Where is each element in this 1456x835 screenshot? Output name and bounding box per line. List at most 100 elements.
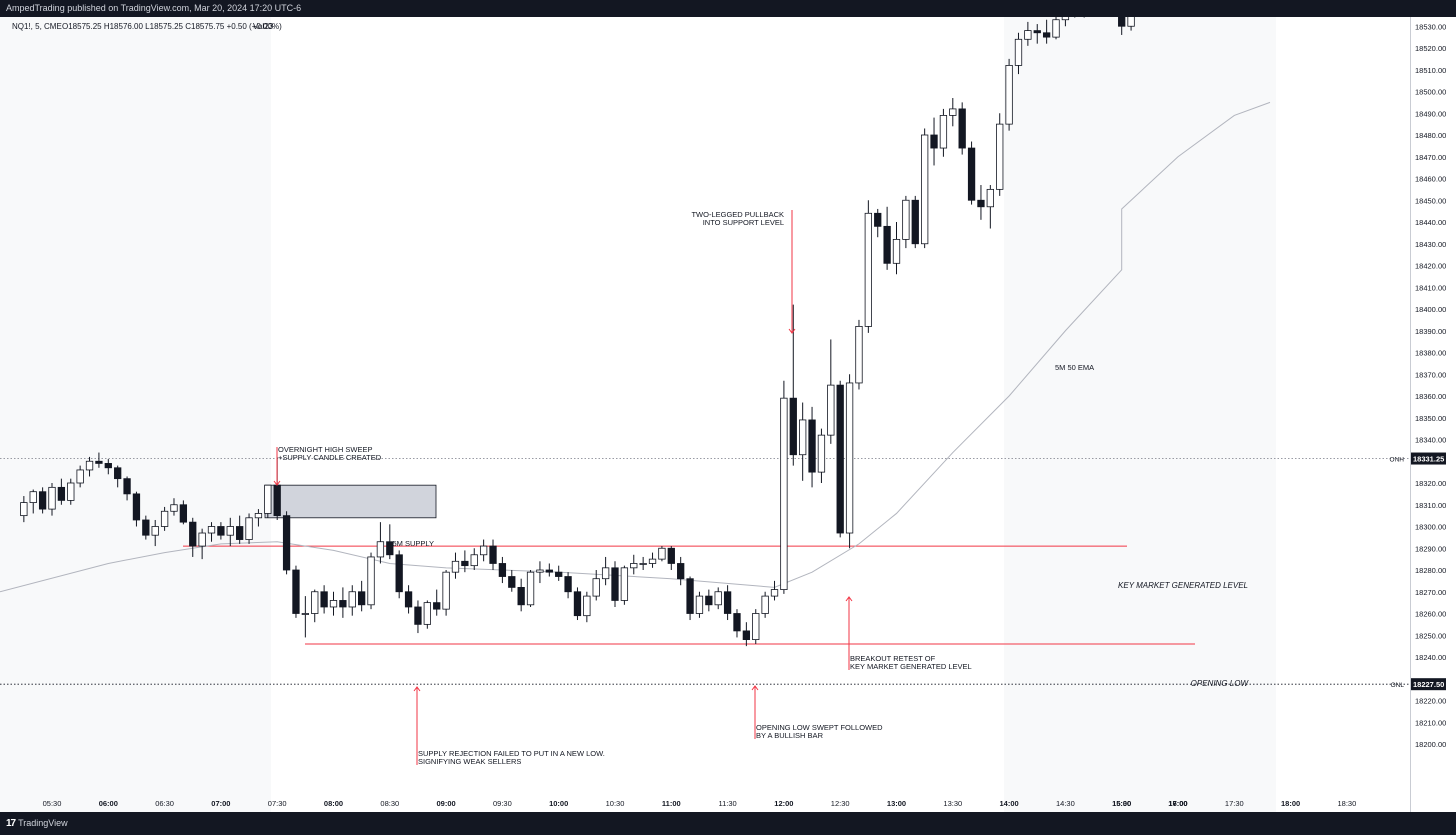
tradingview-logo[interactable]: 17 TradingView bbox=[6, 812, 68, 835]
y-tick-label: 18390.00 bbox=[1415, 327, 1446, 336]
candle bbox=[114, 465, 122, 488]
candle bbox=[658, 546, 666, 562]
candle bbox=[376, 522, 385, 564]
candle-body bbox=[855, 325, 863, 384]
candle-body bbox=[38, 491, 47, 510]
opening-low-label: OPENING LOW bbox=[1191, 679, 1250, 688]
candle-body bbox=[404, 591, 413, 608]
y-tick-label: 18520.00 bbox=[1415, 44, 1446, 53]
brand-name: TradingView bbox=[18, 818, 68, 828]
candle bbox=[1118, 17, 1126, 35]
candle bbox=[423, 600, 431, 629]
candle-body bbox=[395, 554, 403, 593]
annotations-layer: OVERNIGHT HIGH SWEEP+SUPPLY CANDLE CREAT… bbox=[273, 210, 1250, 766]
candle bbox=[282, 511, 291, 575]
candle bbox=[508, 570, 516, 592]
candle-body bbox=[123, 478, 131, 495]
candle bbox=[677, 556, 685, 586]
candle-body bbox=[864, 212, 872, 327]
opening-low-swept-label-line1: OPENING LOW SWEPT FOLLOWED bbox=[756, 723, 883, 732]
candle bbox=[808, 406, 816, 488]
candle bbox=[1042, 19, 1051, 44]
candle-body bbox=[414, 606, 422, 625]
candle-body bbox=[132, 493, 141, 521]
candle-body bbox=[949, 108, 957, 116]
candle bbox=[836, 380, 844, 538]
candle-body bbox=[67, 482, 75, 501]
legend-symbol: NQ1!, 5, CME bbox=[12, 22, 62, 31]
candle bbox=[686, 576, 694, 621]
candle bbox=[799, 402, 807, 481]
candle-body bbox=[170, 504, 178, 512]
y-tick-label: 18250.00 bbox=[1415, 631, 1446, 640]
candle bbox=[761, 591, 769, 618]
candle-body bbox=[461, 560, 469, 567]
candle bbox=[780, 380, 788, 594]
x-tick-label: 07:30 bbox=[268, 799, 287, 808]
candle bbox=[1127, 17, 1135, 31]
candle bbox=[921, 128, 929, 249]
candle-body bbox=[311, 591, 319, 614]
y-axis-ticks: 18540.0018530.0018520.0018510.0018500.00… bbox=[1390, 22, 1447, 749]
candle bbox=[442, 570, 450, 616]
y-tick-label: 18500.00 bbox=[1415, 88, 1446, 97]
candle bbox=[583, 591, 591, 623]
candle bbox=[498, 556, 507, 584]
candle bbox=[733, 609, 741, 638]
candle-body bbox=[1052, 19, 1060, 38]
breakout-retest-label-line1: BREAKOUT RETEST OF bbox=[850, 654, 936, 663]
candle bbox=[789, 304, 797, 466]
candle-body bbox=[902, 199, 910, 240]
candle-body bbox=[207, 526, 216, 534]
tradingview-logo-icon: 17 bbox=[6, 818, 16, 829]
candle-body bbox=[142, 519, 150, 536]
candle bbox=[695, 591, 704, 618]
candle-body bbox=[620, 567, 629, 601]
candle bbox=[996, 113, 1004, 196]
candle-body bbox=[1061, 17, 1070, 21]
candle bbox=[555, 565, 563, 581]
candle bbox=[1052, 17, 1060, 40]
footer-bar: 17 TradingView bbox=[0, 812, 1456, 835]
candle-body bbox=[836, 384, 844, 534]
candle-body bbox=[564, 576, 572, 593]
candle bbox=[254, 509, 263, 527]
candle-body bbox=[226, 526, 234, 536]
supply-rejection-label-line2: SIGNIFYING WEAK SELLERS bbox=[418, 757, 521, 766]
candle-body bbox=[442, 571, 450, 610]
candle-body bbox=[977, 199, 985, 208]
candle bbox=[545, 563, 553, 577]
candle bbox=[986, 185, 994, 229]
x-tick-label: 13:00 bbox=[887, 799, 906, 808]
x-tick-label: 18:00 bbox=[1281, 799, 1300, 808]
candle bbox=[639, 556, 647, 570]
candle-body bbox=[667, 547, 675, 564]
pullback-label-line2: INTO SUPPORT LEVEL bbox=[703, 218, 784, 227]
candle bbox=[723, 585, 732, 621]
supply-rejection-label-line1: SUPPLY REJECTION FAILED TO PUT IN A NEW … bbox=[418, 749, 605, 758]
candle-body bbox=[245, 517, 253, 540]
x-tick-label: 08:30 bbox=[380, 799, 399, 808]
candle-body bbox=[827, 384, 835, 436]
candle-body bbox=[357, 591, 366, 606]
y-tick-label: 18510.00 bbox=[1415, 66, 1446, 75]
y-tick-label: 18450.00 bbox=[1415, 196, 1446, 205]
candle bbox=[57, 478, 66, 505]
candle-body bbox=[996, 123, 1004, 190]
candle-body bbox=[630, 563, 638, 569]
candle-body bbox=[592, 578, 600, 597]
candle bbox=[104, 459, 112, 475]
y-tick-label: 18490.00 bbox=[1415, 109, 1446, 118]
candle bbox=[329, 591, 338, 616]
candle-body bbox=[301, 613, 310, 615]
y-tick-label: 18470.00 bbox=[1415, 153, 1446, 162]
x-tick-label: 08:00 bbox=[324, 799, 343, 808]
x-tick-label: 10:30 bbox=[606, 799, 625, 808]
candle bbox=[67, 478, 75, 505]
candle bbox=[752, 609, 760, 644]
candle bbox=[29, 489, 37, 514]
candle bbox=[170, 498, 178, 516]
candle-body bbox=[1118, 17, 1126, 27]
candle-body bbox=[104, 463, 112, 469]
